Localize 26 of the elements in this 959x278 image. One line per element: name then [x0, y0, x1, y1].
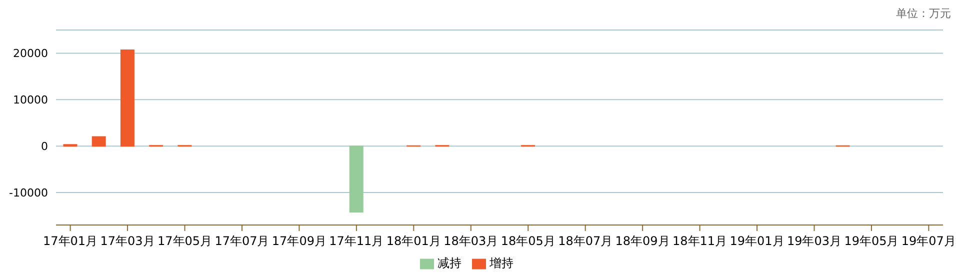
x-tick-label: 17年05月: [157, 234, 212, 248]
x-tick-label: 17年01月: [43, 234, 98, 248]
x-tick-label: 18年07月: [558, 234, 613, 248]
bar: [92, 136, 106, 147]
bar: [120, 49, 134, 147]
text: 单位：万元: [896, 6, 951, 21]
x-tick-label: 19年01月: [730, 234, 784, 248]
x-tick-label: 19年05月: [844, 234, 899, 248]
x-tick-label: 17年09月: [272, 234, 326, 248]
x-tick-label: 18年01月: [386, 234, 441, 248]
x-tick-label: 19年03月: [786, 234, 842, 248]
x-tick-label: 17年07月: [214, 234, 270, 248]
x-tick-label: 17年03月: [100, 234, 155, 248]
x-tick-label: 18年03月: [444, 234, 498, 248]
legend-label: 增持: [490, 256, 514, 270]
y-tick-label: 20000: [13, 47, 48, 60]
x-tick-label: 17年11月: [329, 234, 384, 248]
y-tick-label: 0: [41, 140, 48, 153]
x-tick-label: 18年09月: [615, 234, 670, 248]
x-tick-label: 18年11月: [672, 234, 728, 248]
y-tick-label: -10000: [9, 186, 48, 200]
y-tick-label: 10000: [13, 94, 48, 107]
bar: [349, 146, 364, 212]
x-tick-label: 18年05月: [500, 234, 556, 248]
legend-label: 减持: [438, 256, 462, 270]
x-tick-label: 19年07月: [901, 234, 956, 248]
